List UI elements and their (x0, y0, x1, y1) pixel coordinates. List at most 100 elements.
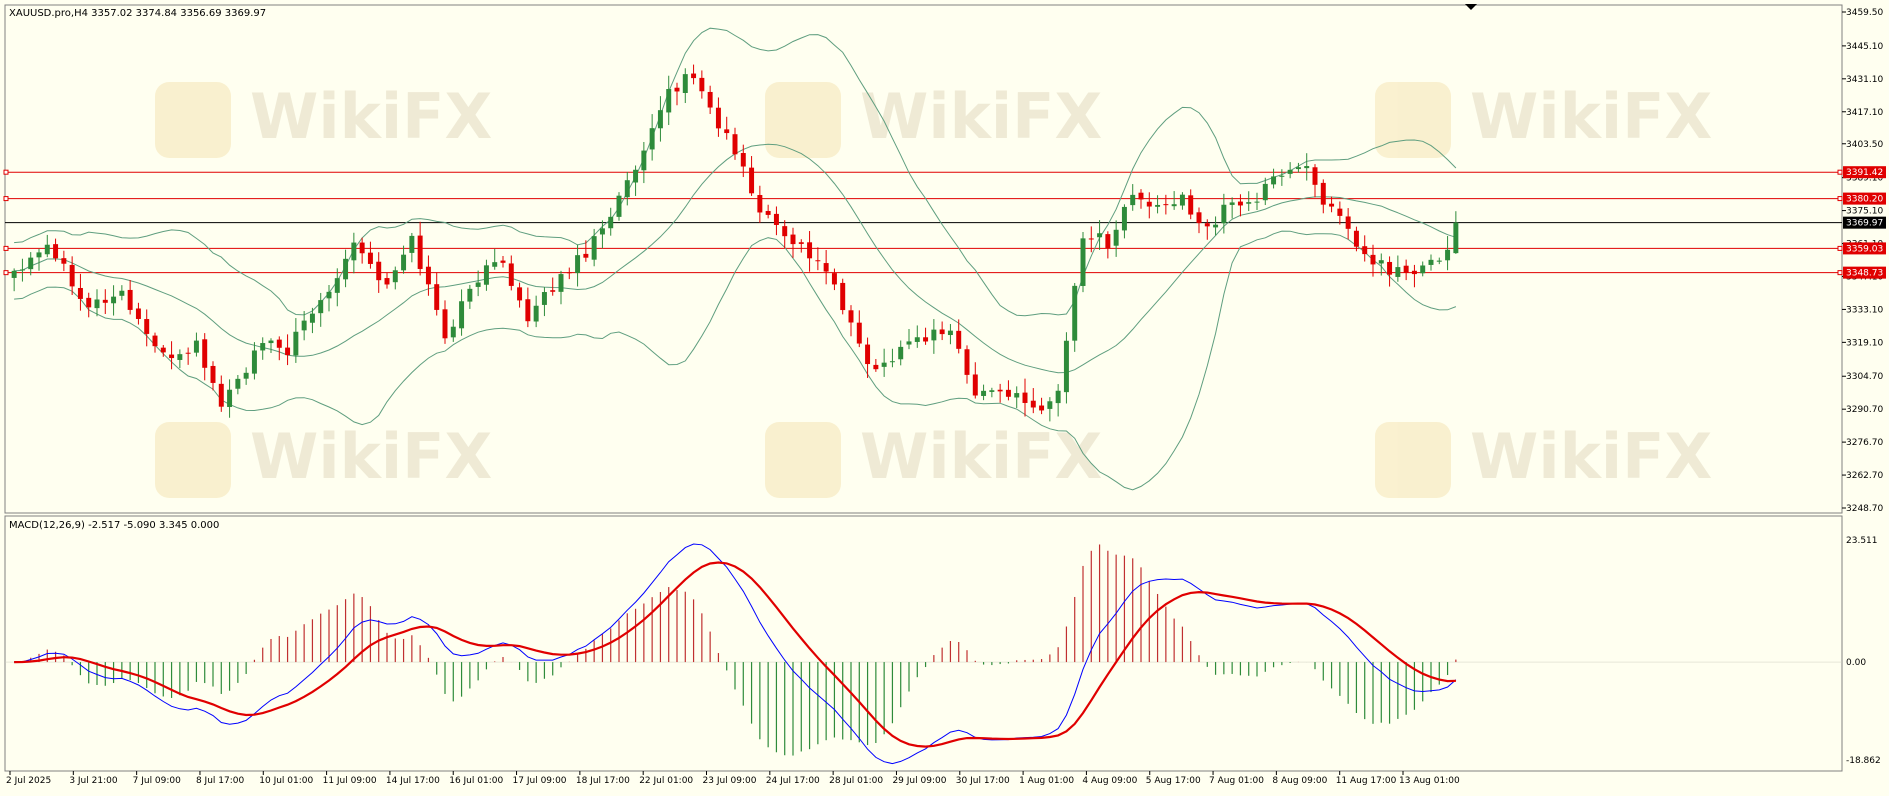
candle (1063, 332, 1069, 404)
candle (1287, 162, 1293, 179)
level-price-label: 3348.73 (1846, 269, 1883, 279)
candle (111, 285, 117, 316)
candle (243, 367, 249, 385)
candle-body (1320, 182, 1326, 205)
candle-body (1196, 212, 1202, 224)
candle-body (1436, 260, 1442, 262)
candle (343, 249, 349, 288)
candle (1014, 386, 1020, 409)
candle-body (1221, 204, 1227, 224)
candle-body (848, 310, 854, 323)
candle (293, 318, 299, 363)
candle-body (550, 290, 556, 292)
time-axis-label: 4 Aug 09:00 (1082, 776, 1137, 786)
watermark-logo: WikiFX (765, 80, 1102, 158)
candle (790, 227, 796, 258)
price-pane[interactable] (3, 27, 1843, 491)
candle-body (177, 354, 183, 360)
candle (367, 241, 373, 269)
candle (724, 116, 730, 140)
price-axis-label: 3304.70 (1846, 372, 1883, 382)
level-price-label: 3359.03 (1846, 244, 1883, 254)
time-axis-label: 18 Jul 17:00 (576, 776, 630, 786)
candle-body (575, 255, 581, 274)
candle (28, 252, 34, 276)
candle-body (301, 320, 307, 331)
candle (898, 340, 904, 366)
bollinger-upper-band (14, 27, 1457, 317)
candle (119, 285, 125, 301)
time-axis-label: 11 Aug 17:00 (1336, 776, 1397, 786)
candle-body (1063, 340, 1069, 393)
candle (1105, 231, 1111, 259)
candle-body (467, 288, 473, 302)
candle (392, 266, 398, 290)
candle-body (798, 242, 804, 244)
candle (1411, 264, 1417, 288)
candle (359, 237, 365, 264)
candle (1055, 384, 1061, 417)
candle-body (881, 362, 887, 367)
candle-body (442, 309, 448, 339)
candle-body (11, 270, 17, 278)
candle-body (285, 347, 291, 356)
candle-body (749, 167, 755, 194)
candle (44, 234, 50, 258)
chart-shift-marker-icon[interactable] (1465, 4, 1477, 10)
candle (326, 284, 332, 312)
candle-body (1279, 175, 1285, 177)
time-axis-label: 8 Jul 17:00 (196, 776, 245, 786)
candle-body (1387, 261, 1393, 275)
candle (1155, 195, 1161, 214)
macd-pane[interactable] (5, 543, 1842, 765)
price-axis-label: 3403.50 (1846, 140, 1883, 150)
candle (831, 268, 837, 291)
watermark-badge-icon (1375, 422, 1451, 498)
macd-axis-label: -18.862 (1846, 756, 1881, 766)
time-axis-label: 2 Jul 2025 (6, 776, 51, 786)
candle (1320, 179, 1326, 214)
candle-body (434, 284, 440, 310)
time-axis-label: 3 Jul 21:00 (69, 776, 118, 786)
candle-body (409, 235, 415, 253)
candle-body (939, 329, 945, 335)
candle-body (831, 273, 837, 285)
candle-body (906, 341, 912, 345)
candle-body (1246, 202, 1252, 204)
candle-body (1138, 192, 1144, 200)
candle-body (1130, 194, 1136, 206)
candle-body (1453, 222, 1459, 254)
time-axis-label: 13 Aug 01:00 (1399, 776, 1460, 786)
candle (1097, 220, 1103, 250)
macd-signal-line (14, 561, 1456, 748)
candle-body (351, 242, 357, 261)
level-price-label: 3380.20 (1846, 195, 1883, 205)
candle (550, 277, 556, 296)
candle-body (1229, 202, 1235, 205)
candle-body (1055, 390, 1061, 404)
candle (691, 64, 697, 85)
candle (931, 319, 937, 354)
candle-body (541, 292, 547, 305)
candle (583, 240, 589, 262)
time-axis-label: 24 Jul 17:00 (766, 776, 820, 786)
candle (608, 207, 614, 236)
candle-body (235, 378, 241, 389)
candle (798, 239, 804, 253)
candle (268, 338, 274, 353)
candle (923, 327, 929, 345)
candle (657, 96, 663, 142)
level-anchor-right-icon (1837, 196, 1843, 202)
candle-body (19, 269, 25, 271)
candle-body (276, 339, 282, 348)
candle (558, 270, 564, 305)
time-axis-label: 11 Jul 09:00 (323, 776, 377, 786)
candle (1387, 256, 1393, 287)
candle-body (185, 352, 191, 354)
candle (334, 268, 340, 307)
candle (699, 70, 705, 99)
candle-body (61, 258, 67, 264)
candle-body (111, 296, 117, 304)
